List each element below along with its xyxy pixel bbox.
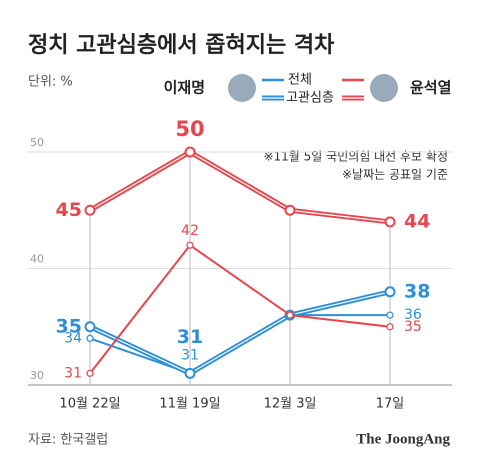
point bbox=[386, 311, 394, 319]
point bbox=[184, 367, 196, 379]
credit: The JoongAng bbox=[356, 431, 450, 447]
photo bbox=[370, 74, 398, 102]
value-label: 45 bbox=[56, 199, 82, 221]
value-label: 31 bbox=[64, 365, 82, 381]
point bbox=[86, 334, 94, 342]
x-tick-label: 11월 19일 bbox=[159, 397, 220, 412]
value-label: 31 bbox=[181, 347, 199, 363]
y-tick-label: 40 bbox=[30, 253, 44, 266]
series-line-inner bbox=[89, 291, 391, 374]
value-label: 38 bbox=[404, 280, 430, 302]
point bbox=[186, 241, 194, 249]
x-tick-label: 12월 3일 bbox=[264, 397, 317, 412]
unit: 단위: % bbox=[28, 75, 73, 90]
note: ※날짜는 공표일 기준 bbox=[342, 168, 448, 182]
value-label: 35 bbox=[56, 315, 82, 337]
value-label: 50 bbox=[175, 117, 204, 141]
value-label: 44 bbox=[404, 210, 430, 232]
point bbox=[284, 204, 296, 216]
value-label: 36 bbox=[404, 307, 422, 323]
point bbox=[286, 311, 294, 319]
point bbox=[86, 369, 94, 377]
note: ※11월 5일 국민의힘 대선 후보 확정 bbox=[263, 150, 448, 164]
value-label: 31 bbox=[177, 326, 203, 348]
point bbox=[384, 286, 396, 298]
legend-candidate: 이재명 bbox=[164, 79, 205, 97]
source: 자료: 한국갤럽 bbox=[28, 433, 108, 448]
point bbox=[184, 146, 196, 158]
y-tick-label: 50 bbox=[30, 136, 44, 149]
point bbox=[84, 204, 96, 216]
x-tick-label: 17일 bbox=[376, 397, 405, 412]
series-line-inner bbox=[89, 151, 391, 223]
point bbox=[384, 216, 396, 228]
point bbox=[84, 321, 96, 333]
chart-title: 정치 고관심층에서 좁혀지는 격차 bbox=[28, 33, 335, 58]
value-label: 42 bbox=[181, 223, 199, 239]
legend-group: 전체 bbox=[288, 73, 312, 88]
value-label: 34 bbox=[64, 330, 82, 346]
legend-group: 고관심층 bbox=[286, 91, 334, 106]
point bbox=[386, 323, 394, 331]
value-label: 35 bbox=[404, 319, 422, 335]
series-line bbox=[89, 244, 391, 374]
series-line bbox=[88, 289, 391, 376]
y-tick-label: 30 bbox=[30, 369, 44, 382]
photo bbox=[228, 74, 256, 102]
x-tick-label: 10월 22일 bbox=[59, 397, 120, 412]
legend-candidate: 윤석열 bbox=[410, 79, 451, 97]
